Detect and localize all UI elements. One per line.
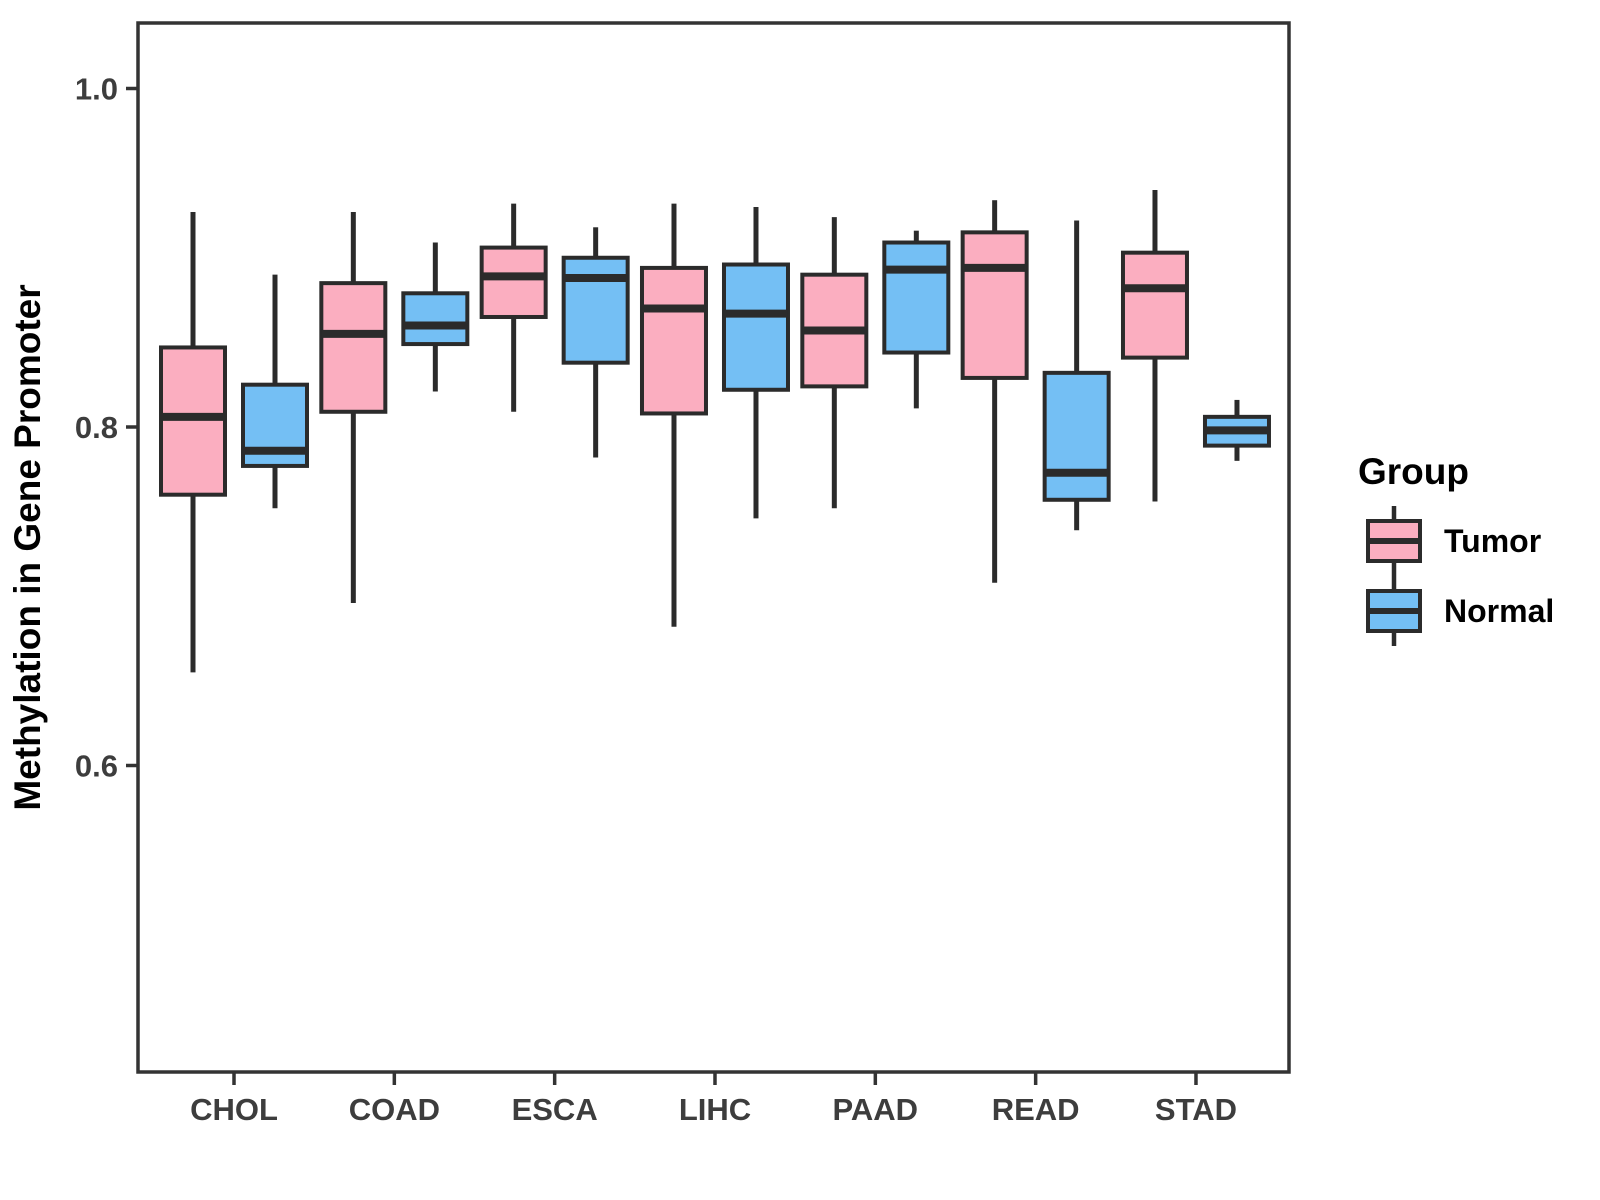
legend-item-normal: Normal	[1366, 576, 1554, 646]
y-axis-title: Methylation in Gene Promoter	[7, 284, 48, 810]
box-COAD-Normal	[401, 242, 470, 392]
iqr-box-READ-Normal	[1042, 370, 1111, 502]
iqr-box-READ-Tumor	[960, 230, 1029, 380]
legend-item-tumor: Tumor	[1366, 506, 1541, 576]
box-CHOL-Tumor	[159, 212, 227, 673]
iqr-box-ESCA-Tumor	[479, 245, 548, 319]
x-tick-label-COAD: COAD	[349, 1092, 440, 1127]
iqr-box-COAD-Tumor	[319, 281, 388, 414]
iqr-box-LIHC-Tumor	[639, 265, 708, 416]
iqr-box-STAD-Tumor	[1120, 250, 1189, 360]
iqr-box-LIHC-Normal	[721, 262, 790, 392]
legend-label-tumor: Tumor	[1444, 523, 1541, 559]
y-tick-label-0.6: 0.6	[75, 749, 118, 784]
x-tick-label-LIHC: LIHC	[679, 1092, 751, 1127]
box-READ-Normal	[1042, 220, 1111, 531]
y-tick-label-1.0: 1.0	[75, 72, 118, 107]
iqr-box-COAD-Normal	[401, 291, 470, 347]
iqr-box-ESCA-Normal	[561, 255, 630, 365]
box-ESCA-Normal	[561, 227, 630, 458]
legend-title: Group	[1358, 451, 1469, 492]
box-ESCA-Tumor	[479, 203, 548, 412]
x-tick-label-ESCA: ESCA	[512, 1092, 598, 1127]
iqr-box-PAAD-Normal	[882, 240, 951, 355]
x-tick-label-CHOL: CHOL	[190, 1092, 278, 1127]
box-LIHC-Normal	[721, 206, 790, 519]
x-tick-label-READ: READ	[992, 1092, 1080, 1127]
box-PAAD-Tumor	[800, 217, 869, 509]
x-tick-label-PAAD: PAAD	[833, 1092, 919, 1127]
box-LIHC-Tumor	[639, 203, 708, 627]
box-CHOL-Normal	[241, 274, 309, 509]
iqr-box-CHOL-Tumor	[159, 345, 227, 497]
box-READ-Tumor	[960, 200, 1029, 583]
y-tick-label-0.8: 0.8	[75, 410, 118, 445]
legend-label-normal: Normal	[1444, 593, 1554, 629]
box-STAD-Normal	[1202, 399, 1271, 461]
x-tick-label-STAD: STAD	[1155, 1092, 1237, 1127]
plot-panel-border	[136, 21, 1291, 1074]
box-PAAD-Normal	[882, 230, 951, 409]
box-COAD-Tumor	[319, 212, 388, 604]
box-STAD-Tumor	[1120, 190, 1189, 502]
